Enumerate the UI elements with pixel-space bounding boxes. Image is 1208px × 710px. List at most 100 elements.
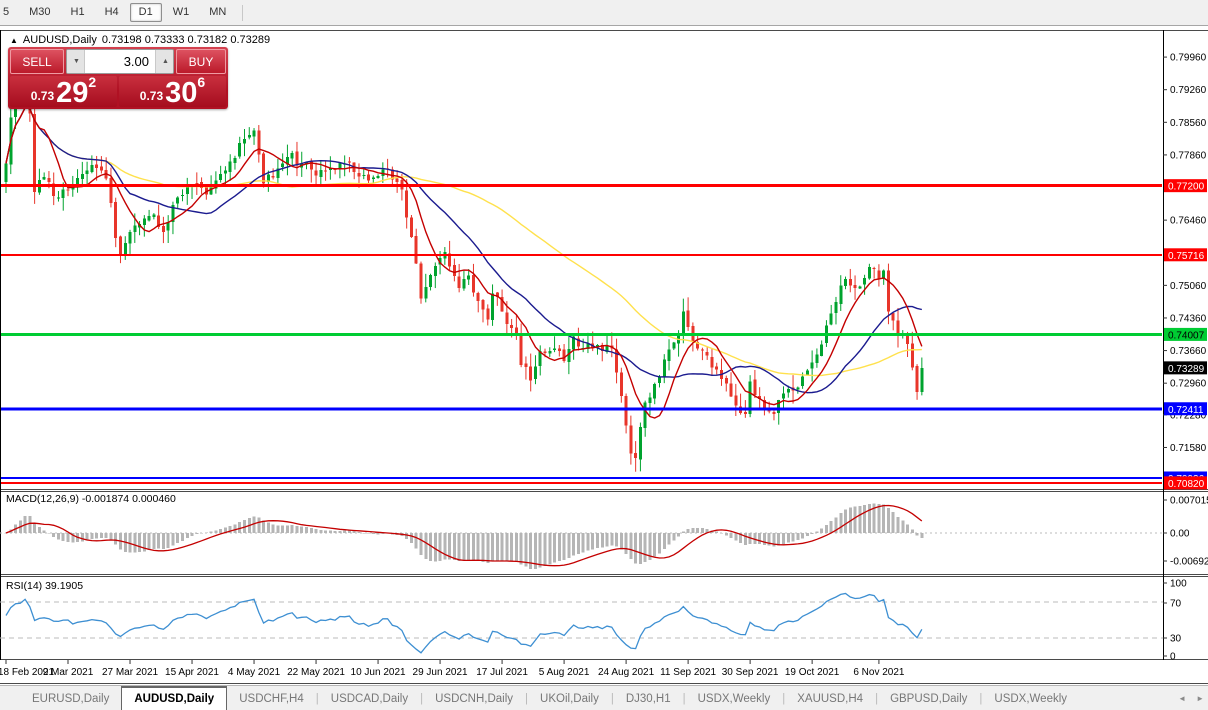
volume-increase-icon[interactable]: ▲ [155, 50, 173, 73]
ma-8-line [5, 107, 923, 419]
svg-text:0.77860: 0.77860 [1170, 150, 1207, 161]
buy-price-display[interactable]: 0.73 30 6 [119, 75, 226, 109]
svg-text:-0.006923: -0.006923 [1170, 557, 1208, 568]
svg-text:17 Jul 2021: 17 Jul 2021 [476, 667, 528, 678]
tab-eurusd-daily[interactable]: EURUSD,Daily [32, 692, 110, 705]
svg-text:0.75716: 0.75716 [1168, 251, 1205, 262]
chart-ohlc-values: 0.73198 0.73333 0.73182 0.73289 [101, 34, 271, 46]
tab-gbpusd-daily[interactable]: GBPUSD,Daily [890, 692, 968, 705]
tab-dj30-h1[interactable]: DJ30,H1 [625, 692, 671, 705]
tab-separator: | [525, 692, 529, 705]
macd-signal-line [5, 504, 923, 567]
price-badge-0.73289: 0.73289 [1164, 361, 1207, 375]
tab-xauusd-h4[interactable]: XAUUSD,H4 [797, 692, 864, 705]
svg-text:0.79960: 0.79960 [1170, 53, 1207, 64]
svg-text:0.72960: 0.72960 [1170, 379, 1207, 390]
svg-text:0.71580: 0.71580 [1170, 443, 1207, 454]
tab-audusd-daily[interactable]: AUDUSD,Daily [121, 686, 228, 710]
svg-text:10 Jun 2021: 10 Jun 2021 [351, 667, 406, 678]
timeframe-toolbar: 5 M30 H1 H4 D1 W1 MN [0, 0, 1208, 26]
chart-symbol-label: AUDUSD,Daily [22, 34, 97, 46]
timeframe-w1[interactable]: W1 [164, 3, 199, 22]
horizontal-lines [1, 184, 1162, 484]
price-badge-0.74007: 0.74007 [1164, 327, 1207, 341]
volume-input[interactable] [85, 50, 155, 73]
tabs-scroll-left-icon[interactable]: ◄ [1178, 694, 1187, 703]
svg-text:0.76460: 0.76460 [1170, 216, 1207, 227]
svg-text:24 Aug 2021: 24 Aug 2021 [598, 667, 655, 678]
svg-text:15 Apr 2021: 15 Apr 2021 [165, 667, 219, 678]
sell-price-pip: 2 [88, 74, 97, 90]
svg-text:22 May 2021: 22 May 2021 [287, 667, 345, 678]
svg-text:0.72411: 0.72411 [1168, 405, 1204, 416]
tab-separator: | [315, 692, 319, 705]
sell-price-big: 29 [56, 77, 89, 109]
svg-text:9 Mar 2021: 9 Mar 2021 [43, 667, 94, 678]
chart-tab-bar: EURUSD,Daily AUDUSD,Daily USDCHF,H4 | USDCAD… [0, 685, 1208, 710]
svg-text:0.00: 0.00 [1170, 529, 1190, 540]
moving-averages [5, 107, 923, 419]
tab-usdcnh-daily[interactable]: USDCNH,Daily [435, 692, 514, 705]
buy-button[interactable]: BUY [176, 49, 226, 74]
macd-label: MACD(12,26,9) -0.001874 0.000460 [6, 493, 176, 505]
tab-usdchf-h4[interactable]: USDCHF,H4 [239, 692, 304, 705]
svg-text:0.007015: 0.007015 [1170, 496, 1208, 507]
svg-text:30: 30 [1170, 634, 1182, 645]
ma-21-line [5, 107, 922, 394]
price-badge-0.72411: 0.72411 [1164, 402, 1207, 416]
volume-decrease-icon[interactable]: ▼ [67, 50, 85, 73]
tab-usdx-weekly[interactable]: USDX,Weekly [994, 692, 1068, 705]
sell-price-prefix: 0.73 [30, 89, 55, 103]
price-chart: 0.79960 0.79260 0.78560 0.77860 0.76460 0.750… [0, 30, 1208, 685]
svg-text:0.79260: 0.79260 [1170, 85, 1207, 96]
timeframe-h1[interactable]: H1 [62, 3, 94, 22]
sell-price-display[interactable]: 0.73 29 2 [10, 74, 117, 109]
svg-text:27 Mar 2021: 27 Mar 2021 [102, 667, 159, 678]
macd-histogram [4, 503, 924, 569]
timeframe-h4[interactable]: H4 [96, 3, 128, 22]
sell-button[interactable]: SELL [10, 49, 64, 74]
tab-separator: | [682, 692, 686, 705]
tab-separator: | [610, 692, 614, 705]
svg-text:100: 100 [1170, 579, 1187, 590]
svg-text:0.75060: 0.75060 [1170, 281, 1207, 292]
timeframe-m30[interactable]: M30 [20, 3, 59, 22]
ma-55-line [5, 107, 922, 377]
price-badge-0.77200: 0.77200 [1164, 179, 1207, 193]
svg-text:6 Nov 2021: 6 Nov 2021 [853, 667, 905, 678]
price-axis: 0.79960 0.79260 0.78560 0.77860 0.76460 0.750… [1163, 53, 1207, 490]
tab-separator: | [782, 692, 786, 705]
tabs-scroll-right-icon[interactable]: ► [1196, 694, 1204, 703]
svg-text:0.72280: 0.72280 [1170, 410, 1207, 421]
timeframe-d1[interactable]: D1 [129, 3, 162, 22]
svg-text:0.74360: 0.74360 [1170, 313, 1207, 324]
svg-text:19 Oct 2021: 19 Oct 2021 [785, 667, 840, 678]
timeframe-5[interactable]: 5 [0, 3, 18, 22]
tab-usdx-weekly[interactable]: USDX,Weekly [697, 692, 771, 705]
svg-text:0.73289: 0.73289 [1168, 364, 1205, 375]
svg-text:29 Jun 2021: 29 Jun 2021 [413, 667, 468, 678]
svg-text:4 May 2021: 4 May 2021 [228, 667, 281, 678]
svg-text:18 Feb 2021: 18 Feb 2021 [0, 667, 55, 678]
svg-text:0.73660: 0.73660 [1170, 346, 1207, 357]
rsi-label: RSI(14) 39.1905 [6, 580, 83, 592]
svg-text:0: 0 [1170, 652, 1176, 663]
buy-price-big: 30 [165, 77, 198, 109]
svg-text:70: 70 [1170, 599, 1182, 610]
svg-text:5 Aug 2021: 5 Aug 2021 [539, 667, 590, 678]
tab-ukoil-daily[interactable]: UKOil,Daily [540, 692, 599, 705]
macd-axis: 0.007015 0.00 -0.006923 [1163, 496, 1208, 568]
price-badge-0.75716: 0.75716 [1164, 248, 1207, 262]
rsi-line [5, 592, 923, 654]
price-badge-0.70820: 0.70820 [1164, 476, 1207, 490]
svg-text:0.77200: 0.77200 [1168, 182, 1205, 193]
buy-price-prefix: 0.73 [139, 89, 164, 103]
svg-text:0.78560: 0.78560 [1170, 118, 1207, 129]
collapse-icon[interactable]: ▲ [10, 35, 18, 45]
rsi-axis: 100 70 30 0 [1163, 579, 1187, 663]
tab-separator: | [420, 692, 424, 705]
tab-usdcad-daily[interactable]: USDCAD,Daily [330, 692, 409, 705]
timeframe-mn[interactable]: MN [200, 3, 235, 22]
